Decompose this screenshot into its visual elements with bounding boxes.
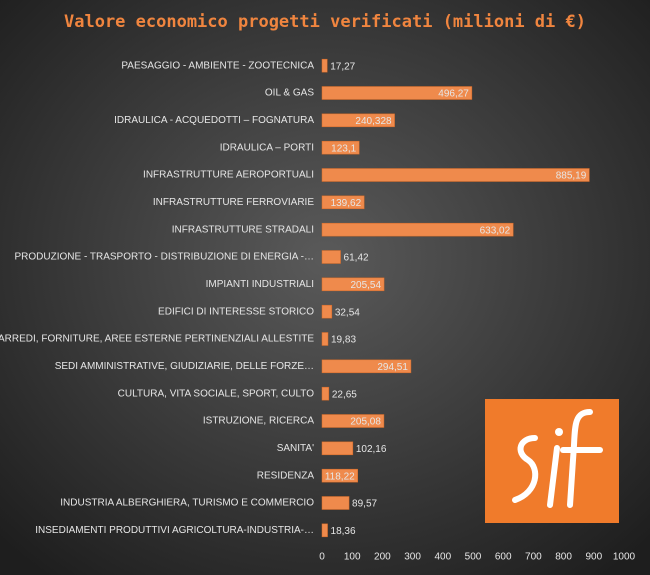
bar xyxy=(321,496,350,510)
value-label: 294,51 xyxy=(377,362,408,373)
y-tick-label: IMPIANTI INDUSTRIALI xyxy=(206,279,314,290)
value-label: 205,54 xyxy=(350,280,381,291)
y-tick-label: IDRAULICA – PORTI xyxy=(220,142,314,153)
x-tick-label: 0 xyxy=(319,552,325,563)
value-label: 102,16 xyxy=(356,444,387,455)
bar xyxy=(321,332,329,346)
value-label: 205,08 xyxy=(350,417,381,428)
x-tick-label: 900 xyxy=(585,552,602,563)
y-tick-label: PAESAGGIO - AMBIENTE - ZOOTECNICA xyxy=(121,60,314,71)
value-label: 89,57 xyxy=(352,499,377,510)
y-tick-label: RESIDENZA xyxy=(257,470,315,481)
value-label: 118,22 xyxy=(325,471,355,482)
x-tick-label: 400 xyxy=(434,552,451,563)
y-tick-label: OIL & GAS xyxy=(265,88,314,99)
x-tick-label: 100 xyxy=(344,552,361,563)
y-tick-label: INFRASTRUTTURE STRADALI xyxy=(172,224,314,235)
value-label: 123,1 xyxy=(331,143,356,154)
y-tick-label: PRODUZIONE - TRASPORTO - DISTRIBUZIONE D… xyxy=(15,252,314,263)
y-tick-label: EDIFICI DI INTERESSE STORICO xyxy=(158,306,314,317)
bar xyxy=(321,195,365,210)
bar xyxy=(321,414,385,428)
bar xyxy=(321,250,341,264)
bar xyxy=(321,359,412,374)
bar xyxy=(321,113,395,128)
x-tick-label: 800 xyxy=(555,552,572,563)
x-tick-label: 300 xyxy=(404,552,421,563)
x-tick-label: 200 xyxy=(374,552,391,563)
logo xyxy=(485,399,619,523)
bar xyxy=(321,277,385,292)
y-tick-label: INSEDIAMENTI PRODUTTIVI AGRICOLTURA-INDU… xyxy=(35,525,314,536)
value-label: 22,65 xyxy=(332,389,357,400)
bar xyxy=(321,468,358,483)
value-label: 32,54 xyxy=(335,307,360,318)
bar xyxy=(321,222,514,237)
bar xyxy=(321,168,590,182)
y-tick-label: IDRAULICA - ACQUEDOTTI – FOGNATURA xyxy=(114,115,314,126)
bar xyxy=(321,140,360,155)
y-tick-label: CULTURA, VITA SOCIALE, SPORT, CULTO xyxy=(118,388,315,399)
value-label: 885,19 xyxy=(556,171,587,182)
chart-title: Valore economico progetti verificati (mi… xyxy=(64,12,586,32)
bar xyxy=(321,58,328,73)
y-tick-label: ISTRUZIONE, RICERCA xyxy=(203,416,314,427)
x-tick-label: 700 xyxy=(525,552,542,563)
y-tick-label: INFRASTRUTTURE FERROVIARIE xyxy=(153,197,314,208)
bar xyxy=(321,441,354,456)
bar xyxy=(321,304,333,319)
x-tick-label: 1000 xyxy=(613,552,636,563)
value-label: 139,62 xyxy=(331,198,362,209)
bar xyxy=(321,386,330,401)
y-tick-label: SEDI AMMINISTRATIVE, GIUDIZIARIE, DELLE … xyxy=(55,361,314,372)
value-label: 17,27 xyxy=(330,61,355,72)
value-label: 240,328 xyxy=(355,116,392,127)
value-label: 19,83 xyxy=(331,335,356,346)
y-tick-label: SANITA' xyxy=(277,443,314,454)
value-label: 18,36 xyxy=(331,526,356,537)
x-tick-label: 600 xyxy=(495,552,512,563)
value-label: 633,02 xyxy=(480,225,511,236)
bar xyxy=(321,86,473,100)
y-tick-label: INDUSTRIA ALBERGHIERA, TURISMO E COMMERC… xyxy=(60,498,314,509)
value-label: 496,27 xyxy=(438,89,469,100)
bar xyxy=(321,523,328,538)
x-tick-label: 500 xyxy=(465,552,482,563)
y-tick-label: ARREDI, FORNITURE, AREE ESTERNE PERTINEN… xyxy=(0,334,314,345)
value-label: 61,42 xyxy=(344,253,369,264)
y-tick-label: INFRASTRUTTURE AEROPORTUALI xyxy=(143,170,314,181)
